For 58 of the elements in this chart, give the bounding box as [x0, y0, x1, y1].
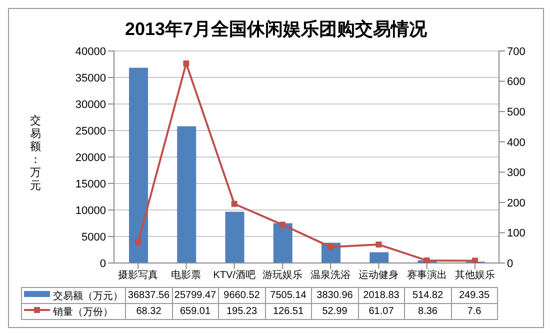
data-label: 249.35 [451, 288, 498, 304]
y-tick-label: 35000 [75, 72, 106, 84]
point [135, 239, 142, 246]
point [472, 258, 478, 263]
x-tick-label: 游玩娱乐 [262, 269, 302, 282]
y-tick-label: 40000 [75, 46, 106, 58]
x-tick-label: 运动健身 [358, 269, 399, 282]
y2-tick-label: 600 [507, 76, 526, 88]
data-label: 659.01 [172, 304, 218, 320]
y-tick-label: 25000 [75, 125, 106, 138]
data-label: 126.51 [265, 304, 312, 320]
data-label: 9660.52 [218, 288, 265, 304]
bar [370, 252, 389, 263]
point [376, 242, 382, 248]
y-tick-label: 5000 [82, 231, 106, 244]
y-tick-label: 30000 [75, 98, 106, 111]
data-label: 52.99 [312, 304, 358, 320]
data-label: 7505.14 [265, 288, 312, 304]
legend-label: 交易额（万元） [22, 288, 126, 304]
y-tick-label: 20000 [75, 152, 106, 164]
data-label: 2018.83 [358, 288, 404, 304]
point [183, 60, 190, 66]
y2-tick-label: 700 [507, 46, 526, 58]
data-label: 8.36 [404, 304, 451, 320]
y-axis-title: 交易额：万元 [29, 115, 42, 193]
y2-tick-label: 400 [507, 136, 526, 149]
data-label: 25799.47 [172, 288, 218, 304]
x-tick-label: 赛事演出 [406, 269, 447, 282]
y-tick-label: 10000 [75, 204, 106, 217]
data-label: 514.82 [404, 288, 451, 304]
data-label: 7.6 [451, 304, 498, 320]
y-tick-label: 15000 [75, 178, 106, 190]
bar [177, 126, 196, 263]
data-label: 68.32 [126, 304, 172, 320]
x-tick-label: 温泉洗浴 [310, 269, 351, 282]
point [231, 200, 238, 207]
x-tick-label: 其他娱乐 [454, 269, 495, 282]
y2-tick-label: 500 [507, 106, 526, 118]
x-tick-label: 摄影写真 [118, 269, 158, 282]
y2-tick-label: 0 [507, 258, 514, 270]
y2-tick-label: 100 [507, 228, 526, 240]
bar [273, 223, 292, 263]
y2-tick-label: 200 [507, 197, 526, 210]
bar [129, 68, 148, 263]
data-label: 36837.56 [126, 288, 172, 304]
x-tick-label: KTV/酒吧 [213, 269, 256, 282]
point [424, 257, 430, 263]
y2-tick-label: 300 [507, 167, 526, 180]
legend-label: 销量（万份） [22, 304, 126, 320]
y-tick-label: 0 [100, 258, 106, 270]
x-tick-label: 电影票 [171, 269, 202, 282]
data-label: 61.07 [358, 304, 404, 320]
data-label: 195.23 [218, 304, 265, 320]
point [328, 244, 334, 250]
bar [225, 212, 244, 263]
chart-title: 2013年7月全国休闲娱乐团购交易情况 [124, 18, 428, 41]
point [279, 222, 286, 228]
data-label: 3830.96 [312, 288, 358, 304]
